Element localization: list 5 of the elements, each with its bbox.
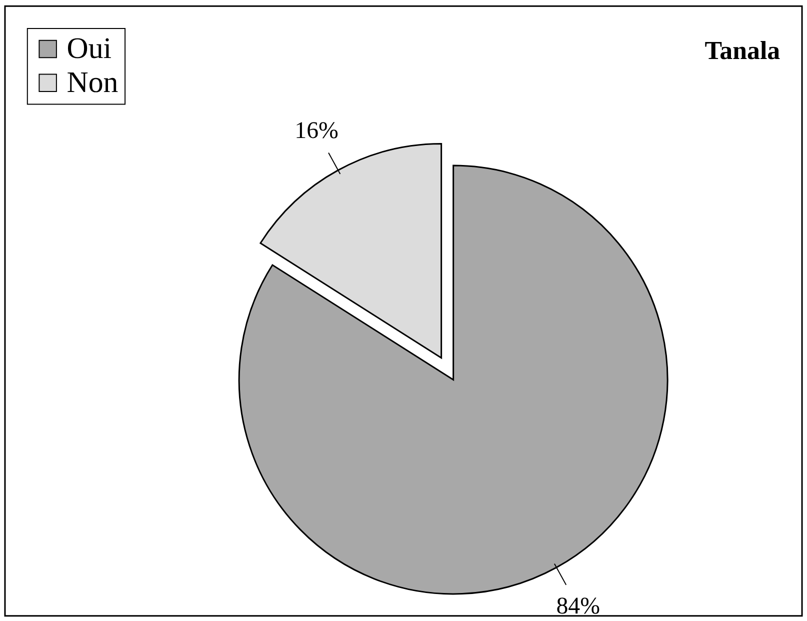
data-label: 16%	[294, 118, 339, 144]
data-label: 84%	[556, 594, 600, 620]
legend-label: Non	[66, 66, 118, 99]
text: Tanala	[704, 36, 780, 65]
legend-label: Oui	[66, 32, 112, 65]
